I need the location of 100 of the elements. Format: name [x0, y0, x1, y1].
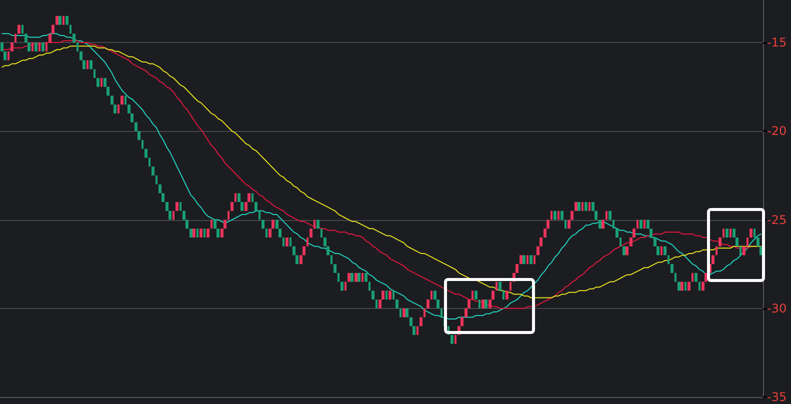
candlestick	[742, 246, 746, 256]
candlestick	[216, 228, 220, 238]
candlestick	[240, 202, 244, 211]
candlestick	[574, 202, 578, 211]
candlestick	[76, 42, 78, 52]
candlestick	[464, 308, 468, 318]
candlestick	[546, 220, 550, 229]
candlestick	[138, 131, 140, 140]
candlestick	[120, 96, 124, 105]
candlestick	[558, 210, 560, 220]
candlestick	[644, 220, 646, 229]
candlestick	[158, 184, 162, 194]
candlestick	[484, 300, 488, 308]
candlestick	[506, 290, 508, 300]
candlestick	[286, 237, 288, 246]
candlestick	[560, 210, 564, 220]
candlestick	[754, 228, 756, 238]
candlestick	[570, 210, 574, 220]
candlestick	[412, 326, 416, 335]
candlestick	[544, 228, 546, 238]
candlestick	[56, 16, 58, 25]
candlestick	[152, 166, 154, 176]
candlestick	[602, 220, 604, 229]
candlestick	[316, 220, 320, 229]
candlestick	[214, 220, 216, 229]
candlestick	[368, 282, 370, 291]
candlestick	[654, 237, 656, 246]
y-tick-label: -15	[767, 36, 787, 50]
candlestick	[582, 202, 584, 211]
candlestick	[668, 255, 670, 264]
candlestick	[38, 42, 40, 52]
candlestick	[350, 272, 354, 282]
candlestick	[338, 272, 340, 282]
candlestick	[118, 104, 120, 114]
candlestick	[22, 24, 24, 34]
candlestick	[252, 193, 254, 202]
candlestick	[46, 42, 48, 52]
candlestick	[206, 228, 210, 238]
candlestick	[176, 202, 178, 211]
candlestick	[636, 220, 638, 229]
candlestick	[166, 202, 168, 211]
candlestick	[498, 282, 502, 291]
candlestick	[72, 34, 76, 43]
candlestick	[396, 300, 398, 308]
candlestick	[186, 220, 188, 229]
candlestick	[540, 237, 542, 246]
candlestick	[640, 220, 642, 229]
candlestick	[410, 317, 412, 326]
candlestick	[82, 60, 86, 70]
candlestick	[612, 220, 614, 229]
candlestick	[314, 220, 316, 229]
candlestick	[694, 272, 698, 282]
candlestick	[674, 272, 676, 282]
y-tick-label: -35	[767, 390, 787, 404]
candlestick	[406, 308, 408, 318]
candlestick	[522, 255, 526, 264]
candlestick	[330, 255, 332, 264]
candlestick	[592, 202, 594, 211]
candlestick	[344, 282, 346, 291]
candlestick	[564, 220, 566, 229]
candlestick	[420, 317, 422, 326]
candlestick	[282, 237, 284, 246]
candlestick	[598, 220, 602, 229]
candlestick	[130, 113, 134, 122]
candlestick	[324, 237, 326, 246]
candlestick	[296, 255, 298, 264]
candlestick	[86, 60, 88, 70]
candlestick	[90, 60, 92, 70]
candlestick	[306, 237, 308, 246]
candlestick	[578, 202, 580, 211]
candlestick	[680, 282, 684, 291]
y-tick-label: -20	[767, 124, 787, 138]
candlestick	[750, 228, 752, 238]
candlestick	[348, 272, 350, 282]
candlestick	[608, 210, 612, 220]
candlestick	[660, 246, 662, 256]
candlestick	[740, 246, 742, 256]
candlestick	[364, 272, 368, 282]
candlestick	[702, 282, 704, 291]
candlestick	[440, 308, 442, 318]
candlestick	[620, 237, 622, 246]
candlestick	[310, 228, 312, 238]
candlestick	[646, 220, 650, 229]
candlestick	[430, 290, 432, 300]
candlestick	[94, 69, 96, 78]
candlestick	[622, 246, 626, 256]
candlestick	[124, 96, 126, 105]
candlestick	[210, 220, 212, 229]
candlestick	[402, 308, 406, 318]
candlestick	[228, 210, 230, 220]
candlestick	[272, 220, 274, 229]
candlestick	[104, 78, 106, 87]
candlestick	[568, 220, 570, 229]
candlestick	[450, 334, 454, 344]
candlestick	[320, 228, 322, 238]
y-tick-label: -25	[767, 212, 787, 227]
candlestick	[510, 282, 512, 291]
candlestick	[24, 34, 28, 43]
y-tick-label: -30	[767, 301, 787, 316]
candlestick	[180, 202, 182, 211]
